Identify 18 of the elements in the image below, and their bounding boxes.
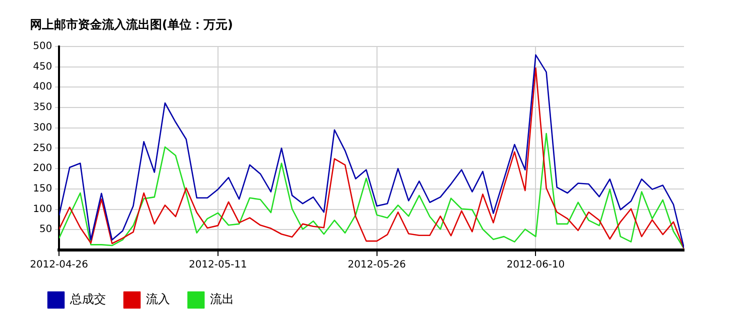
y-tick-label: 350 (32, 102, 52, 114)
y-tick-label: 450 (32, 61, 52, 72)
y-tick-label: 400 (32, 82, 52, 93)
y-tick-label: 100 (32, 204, 52, 215)
x-tick-label: 2012-05-26 (348, 260, 406, 271)
y-tick-label: 300 (32, 122, 52, 134)
legend-label: 总成交 (69, 292, 106, 306)
y-tick-label: 50 (39, 224, 52, 236)
x-tick-label: 2012-04-26 (30, 260, 88, 271)
x-tick-label: 2012-05-11 (188, 260, 248, 271)
x-tick-label: 2012-06-10 (506, 260, 565, 271)
y-tick-label: 200 (32, 163, 52, 174)
legend-label: 流出 (210, 292, 234, 306)
y-tick-label: 150 (32, 184, 52, 195)
y-tick-label: 500 (32, 40, 52, 52)
legend-label: 流入 (146, 292, 170, 306)
chart-title: 网上邮市资金流入流出图(单位：万元) (30, 17, 233, 32)
y-tick-label: 250 (32, 142, 52, 154)
